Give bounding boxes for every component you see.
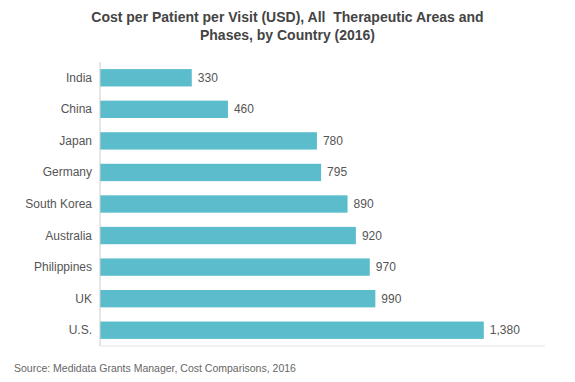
data-label: 795 bbox=[327, 165, 347, 179]
zero-line bbox=[100, 62, 101, 346]
data-label: 780 bbox=[323, 134, 343, 148]
chart-container: Cost per Patient per Visit (USD), All Th… bbox=[0, 0, 575, 382]
bar bbox=[100, 132, 317, 149]
category-label: Australia bbox=[45, 229, 92, 243]
x-axis-line bbox=[100, 346, 545, 347]
category-label: UK bbox=[75, 292, 92, 306]
bar bbox=[100, 195, 348, 212]
bar bbox=[100, 164, 321, 181]
bar bbox=[100, 258, 370, 275]
background bbox=[0, 0, 575, 382]
data-label: 460 bbox=[234, 102, 254, 116]
bar bbox=[100, 69, 192, 86]
source-note: Source: Medidata Grants Manager, Cost Co… bbox=[14, 362, 296, 374]
category-label: Germany bbox=[43, 165, 92, 179]
data-label: 890 bbox=[354, 197, 374, 211]
chart: Cost per Patient per Visit (USD), All Th… bbox=[0, 0, 575, 382]
bar bbox=[100, 227, 356, 244]
title-line: Cost per Patient per Visit (USD), All Th… bbox=[91, 9, 483, 25]
bars bbox=[100, 69, 484, 339]
bar bbox=[100, 322, 484, 339]
title-line: Phases, by Country (2016) bbox=[200, 27, 375, 43]
data-label: 990 bbox=[381, 292, 401, 306]
data-label: 1,380 bbox=[490, 323, 520, 337]
category-label: South Korea bbox=[25, 197, 92, 211]
bar bbox=[100, 290, 375, 307]
category-label: U.S. bbox=[69, 323, 92, 337]
data-label: 920 bbox=[362, 229, 382, 243]
data-label: 970 bbox=[376, 260, 396, 274]
category-label: Japan bbox=[59, 134, 92, 148]
title: Cost per Patient per Visit (USD), All Th… bbox=[91, 9, 483, 43]
category-label: India bbox=[66, 71, 92, 85]
bar bbox=[100, 101, 228, 118]
category-label: Philippines bbox=[34, 260, 92, 274]
data-label: 330 bbox=[198, 71, 218, 85]
category-label: China bbox=[61, 102, 93, 116]
